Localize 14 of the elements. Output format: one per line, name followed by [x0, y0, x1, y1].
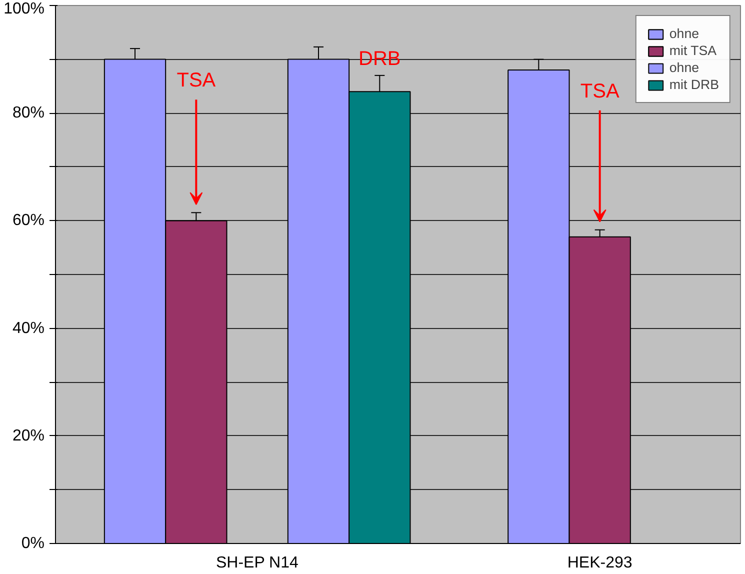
- annotation: TSA: [176, 70, 216, 92]
- legend-label: ohne: [669, 26, 700, 41]
- x-tick-label: SH-EP N14: [216, 554, 298, 572]
- y-tick-label: 100%: [4, 0, 44, 18]
- y-tick-label: 20%: [12, 427, 45, 444]
- y-tick-label: 80%: [12, 104, 45, 122]
- annotation: TSA: [580, 80, 620, 102]
- legend-label: ohne: [669, 60, 700, 75]
- y-tick-label: 60%: [12, 212, 45, 230]
- legend-label: mit TSA: [669, 43, 717, 58]
- legend-label: mit DRB: [669, 77, 719, 92]
- y-tick-label: 40%: [12, 320, 45, 337]
- y-tick-label: 0%: [21, 535, 44, 552]
- x-tick-label: HEK-293: [567, 554, 632, 572]
